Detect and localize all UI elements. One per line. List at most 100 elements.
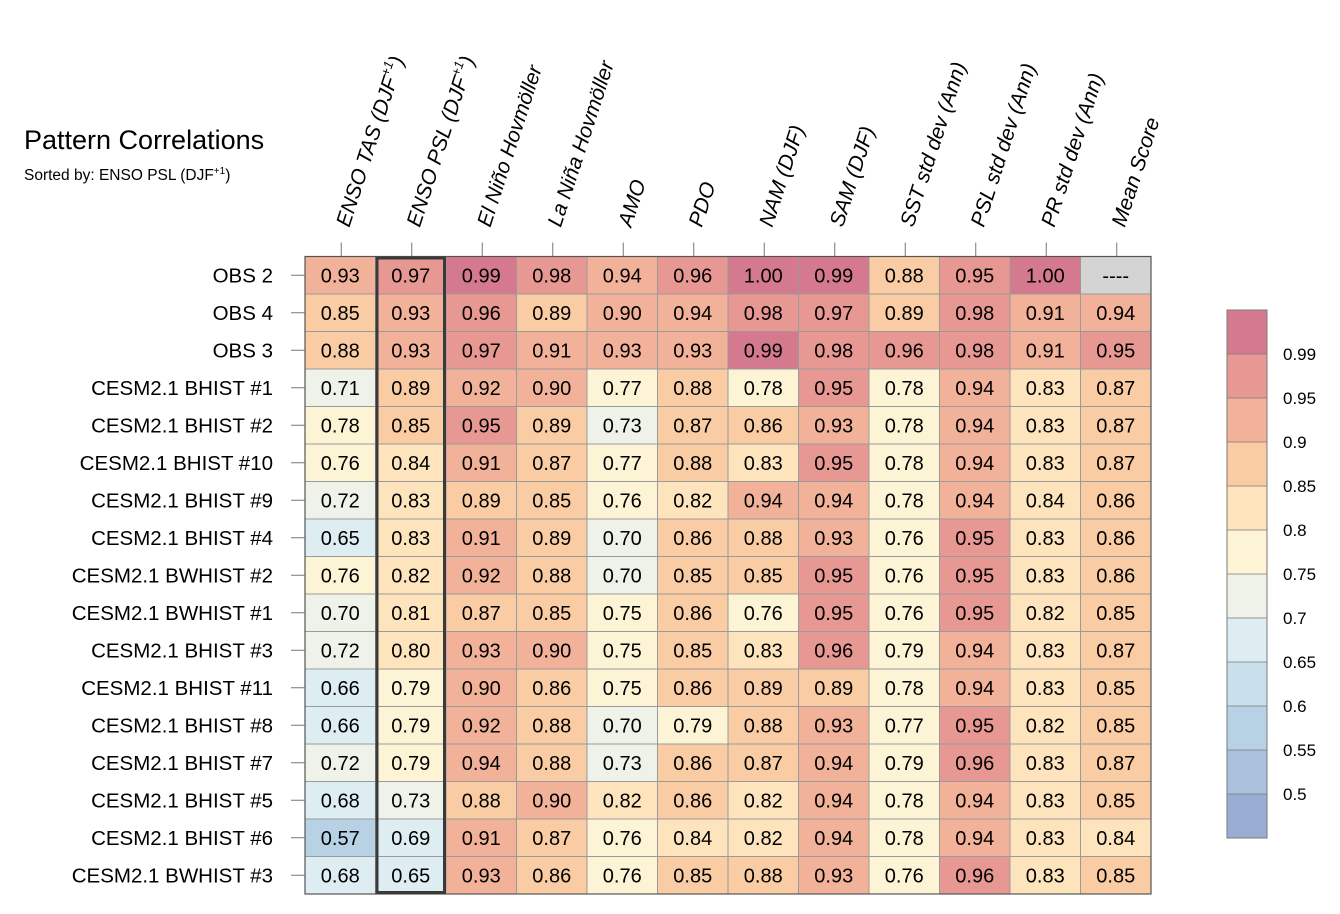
heatmap-cell	[445, 743, 517, 782]
heatmap-cell	[798, 481, 870, 520]
colorbar-segment	[1227, 354, 1267, 399]
cell-value: 0.88	[532, 715, 571, 737]
cell-value: 0.93	[673, 340, 712, 362]
cell-value: 0.85	[321, 303, 360, 325]
cell-value: 0.85	[1096, 715, 1135, 737]
cell-value: 0.68	[321, 790, 360, 812]
cell-value: 0.76	[885, 603, 924, 625]
cell-value: 0.75	[603, 603, 642, 625]
heatmap-cell	[1080, 293, 1152, 332]
heatmap-cell	[1080, 331, 1152, 370]
cell-value: 0.75	[603, 678, 642, 700]
cell-value: 0.87	[1096, 640, 1135, 662]
cell-value: 0.83	[1026, 678, 1065, 700]
heatmap-cells: 0.93 0.97 0.99 0.98 0.94 0.96 1.00 0.99 0.88 0.95…	[304, 255, 1152, 895]
colorbar-segment	[1227, 750, 1267, 795]
cell-value: 0.96	[462, 303, 501, 325]
cell-value: 0.83	[1026, 828, 1065, 850]
cell-value: 0.66	[321, 678, 360, 700]
cell-value: 0.83	[1026, 453, 1065, 475]
cell-value: 0.95	[814, 453, 853, 475]
cell-value: 0.78	[321, 415, 360, 437]
heatmap-cell	[1080, 706, 1152, 745]
cell-value: 0.87	[1096, 753, 1135, 775]
cell-value: 0.94	[955, 490, 994, 512]
row-label: CESM2.1 BWHIST #2	[72, 564, 273, 587]
heatmap-cell	[1009, 406, 1081, 445]
heatmap-cell	[727, 706, 799, 745]
heatmap-cell	[939, 331, 1011, 370]
cell-value: 0.85	[1096, 603, 1135, 625]
cell-value: 0.94	[744, 490, 783, 512]
column-label-superscript: +1	[448, 59, 467, 78]
cell-value: 0.96	[814, 640, 853, 662]
cell-value: 0.94	[955, 640, 994, 662]
cell-value: 0.86	[532, 865, 571, 887]
cell-value: 0.76	[885, 565, 924, 587]
heatmap-cell	[727, 293, 799, 332]
cell-value: 0.96	[885, 340, 924, 362]
row-label: CESM2.1 BHIST #10	[80, 452, 273, 475]
heatmap-cell	[727, 631, 799, 670]
heatmap-cell	[375, 556, 447, 595]
cell-value: 0.91	[532, 340, 571, 362]
cell-value: 0.86	[1096, 528, 1135, 550]
cell-value: 0.91	[462, 453, 501, 475]
heatmap-cell	[798, 631, 870, 670]
heatmap-cell	[1009, 443, 1081, 482]
column-label: El Niño Hovmöller	[473, 62, 547, 230]
row-label: OBS 3	[213, 339, 273, 362]
cell-value: 0.95	[814, 565, 853, 587]
column-label-text: SST std dev (Ann)	[896, 59, 971, 229]
cell-value: 0.89	[885, 303, 924, 325]
heatmap-cell	[1080, 743, 1152, 782]
column-label: PSL std dev (Ann)	[967, 61, 1041, 230]
cell-value: 0.82	[673, 490, 712, 512]
cell-value: 0.87	[462, 603, 501, 625]
cell-value: 0.78	[885, 415, 924, 437]
cell-value: 0.99	[814, 265, 853, 287]
cell-value: 0.83	[1026, 378, 1065, 400]
heatmap-cell	[939, 856, 1011, 895]
cell-value: 0.78	[885, 490, 924, 512]
cell-value: 0.93	[462, 865, 501, 887]
heatmap-cell	[868, 256, 940, 295]
colorbar-label: 0.95	[1283, 389, 1316, 408]
heatmap-cell	[516, 856, 588, 895]
cell-value: 0.95	[462, 415, 501, 437]
column-label-text: Mean Score	[1108, 115, 1165, 230]
row-label: CESM2.1 BHIST #2	[91, 414, 273, 437]
cell-value: 0.86	[673, 528, 712, 550]
row-label: CESM2.1 BHIST #7	[91, 752, 273, 775]
cell-value: 0.94	[955, 790, 994, 812]
heatmap-cell	[1009, 706, 1081, 745]
cell-value: 0.85	[532, 603, 571, 625]
cell-value: 0.91	[1026, 340, 1065, 362]
heatmap-cell	[657, 743, 729, 782]
colorbar-label: 0.8	[1283, 521, 1307, 540]
cell-value: 0.90	[532, 790, 571, 812]
cell-value: 0.95	[814, 378, 853, 400]
cell-value: 0.79	[391, 715, 430, 737]
cell-value: 0.86	[673, 603, 712, 625]
cell-value: 0.83	[1026, 640, 1065, 662]
cell-value: 0.65	[321, 528, 360, 550]
row-label: CESM2.1 BHIST #4	[91, 527, 273, 550]
cell-value: 0.94	[955, 678, 994, 700]
cell-value: 0.88	[321, 340, 360, 362]
cell-value: 0.86	[1096, 490, 1135, 512]
cell-value: 0.79	[885, 640, 924, 662]
cell-value: 0.86	[673, 678, 712, 700]
cell-value: 0.82	[1026, 603, 1065, 625]
cell-value: 0.99	[462, 265, 501, 287]
cell-value: 0.85	[673, 640, 712, 662]
colorbar-segment	[1227, 486, 1267, 531]
heatmap-cell	[868, 556, 940, 595]
cell-value: 0.96	[673, 265, 712, 287]
colorbar-label: 0.75	[1283, 565, 1316, 584]
colorbar-label: 0.7	[1283, 609, 1307, 628]
heatmap-cell	[304, 593, 376, 632]
cell-value: 0.93	[814, 415, 853, 437]
cell-value: 0.75	[603, 640, 642, 662]
